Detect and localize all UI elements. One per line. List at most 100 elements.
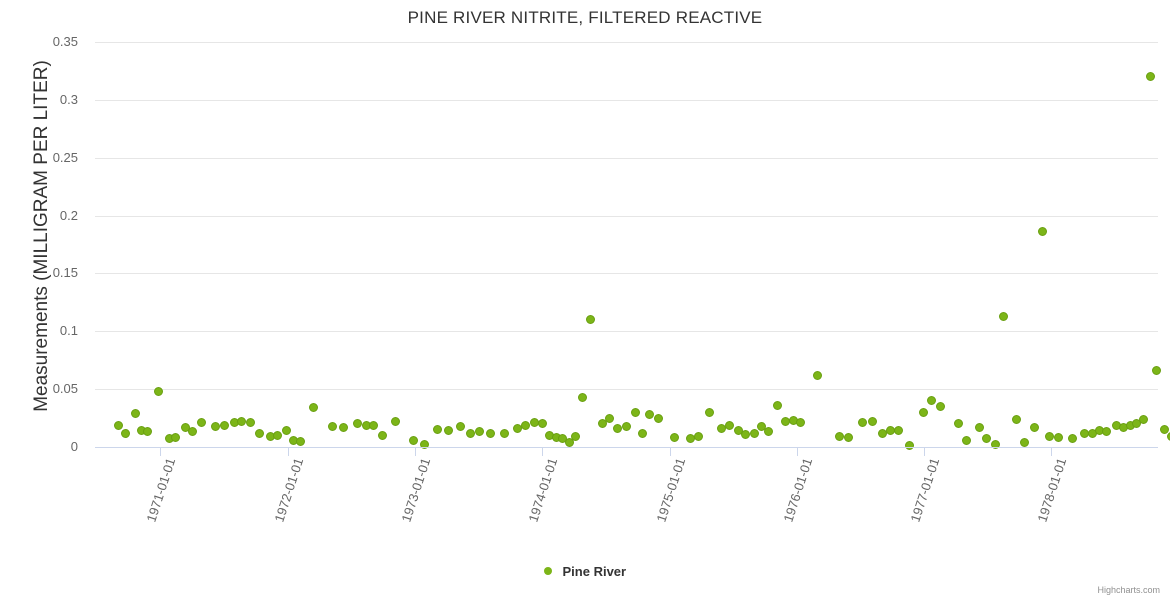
scatter-point[interactable] xyxy=(1152,366,1162,376)
scatter-point[interactable] xyxy=(757,421,766,431)
scatter-point[interactable] xyxy=(512,423,522,433)
scatter-point[interactable] xyxy=(918,407,928,417)
scatter-point[interactable] xyxy=(953,419,963,429)
scatter-point[interactable] xyxy=(982,434,992,444)
scatter-point[interactable] xyxy=(669,433,679,443)
gridline xyxy=(95,331,1158,333)
scatter-point[interactable] xyxy=(180,422,190,432)
scatter-point[interactable] xyxy=(834,432,844,442)
y-axis-tick-label: 0.25 xyxy=(52,149,78,165)
scatter-point[interactable] xyxy=(772,400,782,410)
scatter-point[interactable] xyxy=(622,421,631,431)
scatter-point[interactable] xyxy=(857,418,867,428)
scatter-point[interactable] xyxy=(645,410,655,420)
scatter-point[interactable] xyxy=(597,419,607,429)
scatter-point[interactable] xyxy=(894,426,904,436)
scatter-point[interactable] xyxy=(570,432,580,442)
scatter-point[interactable] xyxy=(1138,414,1148,424)
scatter-point[interactable] xyxy=(142,427,152,437)
scatter-point[interactable] xyxy=(309,403,319,413)
gridline xyxy=(95,273,1158,275)
scatter-point[interactable] xyxy=(327,421,337,431)
scatter-point[interactable] xyxy=(974,422,984,432)
scatter-point[interactable] xyxy=(1019,437,1029,447)
scatter-point[interactable] xyxy=(369,420,378,430)
scatter-point[interactable] xyxy=(1045,432,1055,442)
scatter-point[interactable] xyxy=(456,421,466,431)
scatter-point[interactable] xyxy=(904,441,914,451)
scatter-point[interactable] xyxy=(613,423,623,433)
scatter-point[interactable] xyxy=(377,430,387,440)
scatter-point[interactable] xyxy=(796,418,806,428)
scatter-point[interactable] xyxy=(475,427,485,437)
scatter-point[interactable] xyxy=(1132,419,1142,429)
y-axis-tick-label: 0 xyxy=(70,439,78,454)
scatter-point[interactable] xyxy=(844,433,854,443)
scatter-point[interactable] xyxy=(353,419,363,429)
scatter-point[interactable] xyxy=(990,440,1000,450)
scatter-point[interactable] xyxy=(1102,427,1112,437)
scatter-point[interactable] xyxy=(188,427,198,437)
scatter-point[interactable] xyxy=(485,428,495,438)
scatter-point[interactable] xyxy=(685,434,695,444)
scatter-point[interactable] xyxy=(653,413,663,423)
scatter-point[interactable] xyxy=(121,428,131,438)
scatter-point[interactable] xyxy=(764,427,774,437)
scatter-point[interactable] xyxy=(637,428,647,438)
scatter-point[interactable] xyxy=(1068,434,1078,444)
scatter-point[interactable] xyxy=(716,423,726,433)
scatter-point[interactable] xyxy=(339,422,349,432)
scatter-point[interactable] xyxy=(444,426,454,436)
scatter-point[interactable] xyxy=(113,420,123,430)
scatter-point[interactable] xyxy=(521,420,530,430)
scatter-point[interactable] xyxy=(1030,422,1040,432)
scatter-point[interactable] xyxy=(694,432,704,442)
x-axis-tick-mark xyxy=(160,448,162,456)
scatter-point[interactable] xyxy=(255,428,265,438)
scatter-point[interactable] xyxy=(1159,425,1169,435)
scatter-point[interactable] xyxy=(196,418,206,428)
scatter-point[interactable] xyxy=(245,418,255,428)
scatter-point[interactable] xyxy=(630,407,640,417)
scatter-point[interactable] xyxy=(741,429,751,439)
scatter-point[interactable] xyxy=(273,430,283,440)
scatter-point[interactable] xyxy=(220,420,230,430)
legend-item-pine-river[interactable]: Pine River xyxy=(543,563,626,579)
scatter-point[interactable] xyxy=(704,407,714,417)
x-axis-line xyxy=(95,447,1158,448)
scatter-point[interactable] xyxy=(1012,414,1022,424)
scatter-point[interactable] xyxy=(409,435,419,445)
scatter-point[interactable] xyxy=(885,426,895,436)
gridline xyxy=(95,389,1158,391)
scatter-point[interactable] xyxy=(1146,72,1156,82)
scatter-point[interactable] xyxy=(154,386,164,396)
scatter-point[interactable] xyxy=(1037,227,1047,237)
scatter-point[interactable] xyxy=(927,396,937,406)
gridline xyxy=(95,42,1158,43)
scatter-point[interactable] xyxy=(237,417,247,427)
scatter-point[interactable] xyxy=(564,437,574,447)
scatter-point[interactable] xyxy=(749,428,759,438)
scatter-point[interactable] xyxy=(725,420,735,430)
scatter-point[interactable] xyxy=(420,440,430,450)
scatter-point[interactable] xyxy=(813,370,823,380)
scatter-point[interactable] xyxy=(604,413,614,423)
scatter-point[interactable] xyxy=(962,435,972,445)
scatter-point[interactable] xyxy=(171,433,181,443)
scatter-point[interactable] xyxy=(281,426,291,436)
scatter-point[interactable] xyxy=(578,392,588,402)
scatter-point[interactable] xyxy=(999,311,1009,321)
scatter-point[interactable] xyxy=(295,436,305,446)
scatter-point[interactable] xyxy=(867,417,877,427)
scatter-point[interactable] xyxy=(130,408,140,418)
scatter-point[interactable] xyxy=(935,402,945,411)
scatter-point[interactable] xyxy=(465,428,475,438)
scatter-point[interactable] xyxy=(538,419,548,429)
scatter-point[interactable] xyxy=(210,421,220,431)
scatter-point[interactable] xyxy=(499,428,509,438)
scatter-point[interactable] xyxy=(1053,433,1063,443)
scatter-point[interactable] xyxy=(585,315,595,325)
scatter-point[interactable] xyxy=(432,425,442,435)
scatter-point[interactable] xyxy=(1167,432,1170,442)
scatter-point[interactable] xyxy=(391,417,401,427)
